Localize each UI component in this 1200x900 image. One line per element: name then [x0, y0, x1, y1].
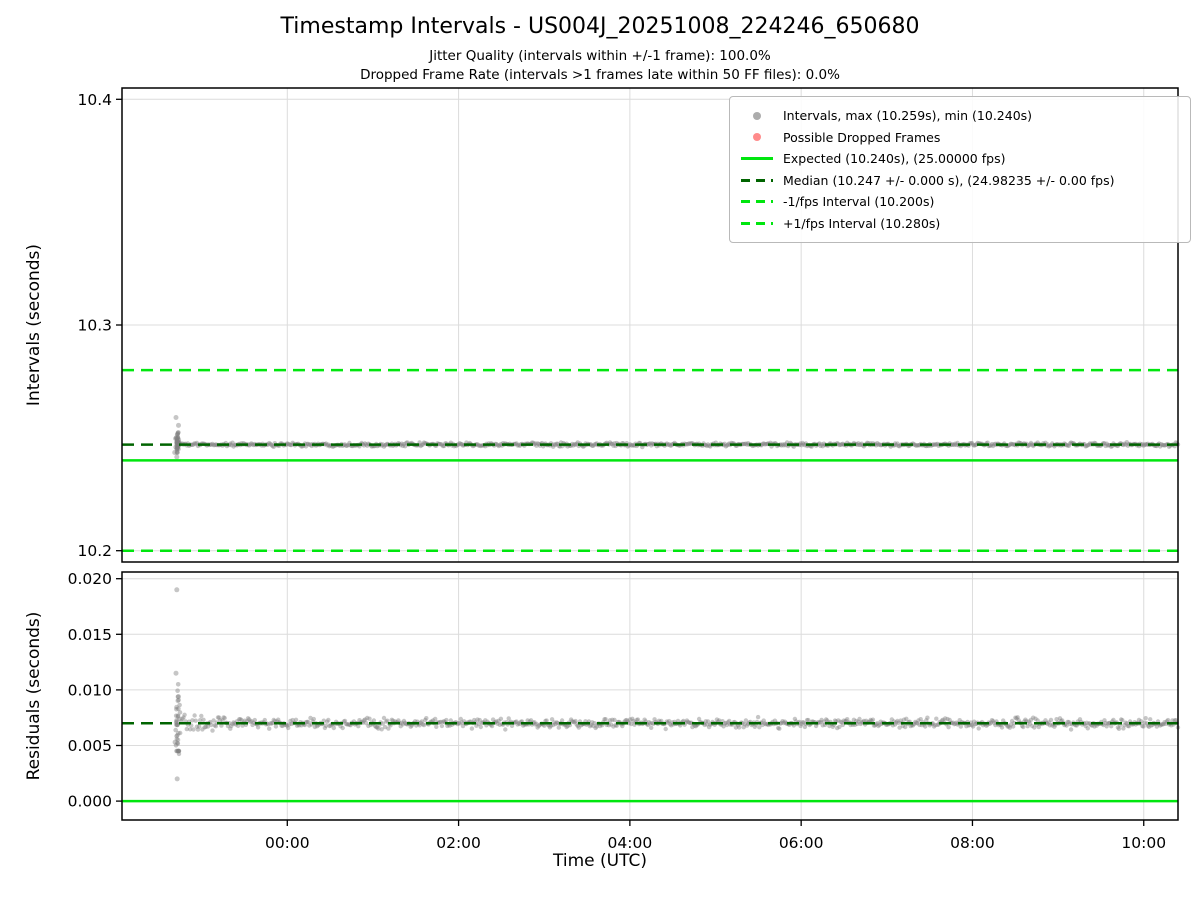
y-tick-label: 0.000	[68, 793, 112, 811]
legend: Intervals, max (10.259s), min (10.240s) P…	[729, 96, 1191, 243]
legend-item: Intervals, max (10.259s), min (10.240s)	[739, 105, 1180, 127]
residuals-plot-frame	[121, 571, 1179, 821]
legend-line-marker	[739, 157, 775, 161]
x-tick-label: 08:00	[950, 834, 995, 852]
residuals-plot: 0.000 0.005 0.010 0.015 0.020 00:00 02:00 04:00…	[68, 570, 1181, 852]
legend-label: Intervals, max (10.259s), min (10.240s)	[783, 108, 1033, 124]
legend-line-marker	[739, 221, 775, 225]
x-axis-label: Time (UTC)	[553, 851, 647, 871]
legend-label: Possible Dropped Frames	[783, 129, 941, 145]
x-tick-label: 10:00	[1121, 834, 1166, 852]
chart-title: Timestamp Intervals - US004J_20251008_22…	[280, 14, 920, 39]
legend-label: Median (10.247 +/- 0.000 s), (24.98235 +…	[783, 172, 1115, 188]
legend-label: Expected (10.240s), (25.00000 fps)	[783, 151, 1006, 167]
legend-line-marker	[739, 178, 775, 182]
legend-item: +1/fps Interval (10.280s)	[739, 213, 1180, 235]
chart-subtitle-dropped-frame-rate: Dropped Frame Rate (intervals >1 frames …	[360, 67, 840, 83]
y-tick-label: 0.005	[68, 737, 112, 755]
x-tick-label: 00:00	[265, 834, 310, 852]
legend-dot-marker	[739, 133, 775, 142]
intervals-plot-scatter	[172, 415, 1181, 460]
y-tick-label: 0.020	[68, 570, 112, 588]
legend-dot-marker	[739, 111, 775, 120]
legend-label: +1/fps Interval (10.280s)	[783, 215, 941, 231]
chart-subtitle-jitter-quality: Jitter Quality (intervals within +/-1 fr…	[429, 48, 771, 64]
legend-item: Median (10.247 +/- 0.000 s), (24.98235 +…	[739, 170, 1180, 192]
legend-item: Expected (10.240s), (25.00000 fps)	[739, 148, 1180, 170]
legend-item: Possible Dropped Frames	[739, 127, 1180, 149]
legend-line-marker	[739, 200, 775, 204]
residuals-plot-scatter	[172, 587, 1181, 782]
y-tick-label: 10.2	[77, 542, 112, 560]
x-tick-label: 06:00	[779, 834, 824, 852]
legend-item: -1/fps Interval (10.200s)	[739, 191, 1180, 213]
y-tick-label: 10.3	[77, 317, 112, 335]
y-tick-label: 0.015	[68, 626, 112, 644]
y-tick-label: 0.010	[68, 681, 112, 699]
x-tick-label: 04:00	[608, 834, 653, 852]
x-tick-label: 02:00	[436, 834, 481, 852]
y-tick-label: 10.4	[77, 91, 112, 109]
legend-label: -1/fps Interval (10.200s)	[783, 194, 935, 210]
